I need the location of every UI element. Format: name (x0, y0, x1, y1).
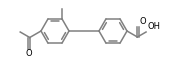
Text: O: O (25, 49, 32, 58)
Text: OH: OH (147, 22, 160, 31)
Text: O: O (140, 17, 147, 26)
